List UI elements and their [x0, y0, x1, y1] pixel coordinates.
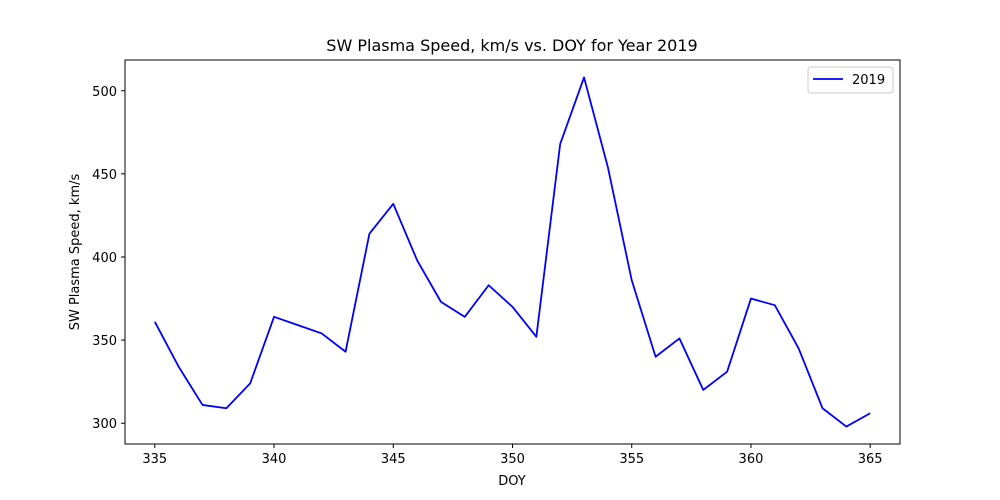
plot-area [124, 59, 901, 445]
y-tick-label: 400 [92, 251, 117, 266]
legend: 2019 [807, 66, 894, 94]
y-tick-label: 500 [92, 85, 117, 100]
x-tick-label: 360 [739, 452, 764, 467]
y-axis-label: SW Plasma Speed, km/s [68, 174, 83, 331]
x-tick-label: 350 [500, 452, 525, 467]
x-axis: 335 340 345 350 355 360 365 [142, 444, 883, 467]
y-tick-label: 350 [92, 334, 117, 349]
x-tick-label: 355 [619, 452, 644, 467]
legend-label: 2019 [852, 73, 885, 88]
x-tick-label: 335 [142, 452, 167, 467]
chart-title: SW Plasma Speed, km/s vs. DOY for Year 2… [326, 36, 697, 55]
x-tick-label: 345 [381, 452, 406, 467]
x-axis-label: DOY [498, 474, 526, 489]
legend-box [807, 66, 894, 94]
y-tick-label: 300 [92, 417, 117, 432]
x-tick-label: 365 [858, 452, 883, 467]
series-line-2019 [154, 76, 871, 428]
y-tick-label: 450 [92, 168, 117, 183]
x-tick-label: 340 [262, 452, 287, 467]
y-axis: 300 350 400 450 500 [92, 85, 125, 432]
series-layer [154, 76, 871, 428]
